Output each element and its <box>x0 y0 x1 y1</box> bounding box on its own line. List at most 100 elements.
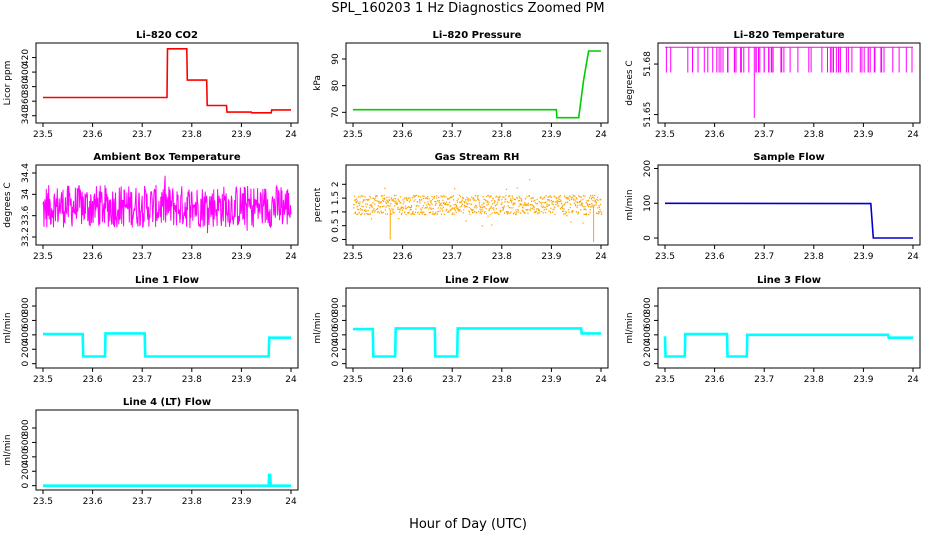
y-axis-label: ml/min <box>3 434 13 465</box>
x-tick-label: 23.9 <box>853 375 873 385</box>
x-tick-label: 23.5 <box>33 375 53 385</box>
x-tick-label: 24 <box>285 375 297 385</box>
y-tick-label: 600 <box>331 312 341 329</box>
x-tick-label: 24 <box>285 130 297 140</box>
y-tick-label: 2 <box>331 181 341 187</box>
x-tick-label: 24 <box>595 130 607 140</box>
chart-title: Li–820 Temperature <box>733 30 844 41</box>
x-tick-label: 23.6 <box>705 130 725 140</box>
x-tick-label: 23.9 <box>541 375 561 385</box>
plot-frame <box>345 42 609 124</box>
x-tick-label: 23.5 <box>655 252 675 262</box>
series-line <box>664 202 913 239</box>
chart-panel-10: Line 4 (LT) Flow ml/min 23.5 23.6 23.7 23.8 23… <box>3 397 299 507</box>
y-tick-label: 200 <box>21 340 31 357</box>
x-tick-label: 23.8 <box>492 375 512 385</box>
y-tick-label: 1 <box>331 209 341 215</box>
plot-frame <box>35 164 299 246</box>
x-tick-label: 23.5 <box>343 375 363 385</box>
x-tick-label: 23.6 <box>393 130 413 140</box>
x-tick-label: 23.9 <box>853 252 873 262</box>
y-axis-label: percent <box>313 187 323 222</box>
x-tick-label: 23.5 <box>33 130 53 140</box>
x-tick-label: 23.9 <box>231 252 251 262</box>
x-tick-label: 23.7 <box>442 130 462 140</box>
x-tick-label: 24 <box>285 252 297 262</box>
chart-title: Line 4 (LT) Flow <box>123 397 211 408</box>
plot-frame <box>35 42 299 124</box>
plot-frame <box>345 164 609 246</box>
x-tick-label: 23.8 <box>804 130 824 140</box>
y-tick-label: 340 <box>21 107 31 124</box>
x-tick-label: 23.7 <box>754 130 774 140</box>
y-tick-label: 0 <box>331 236 341 242</box>
x-tick-label: 24 <box>595 252 607 262</box>
y-tick-label: 34.4 <box>21 163 31 183</box>
y-tick-label: 360 <box>21 92 31 109</box>
y-tick-label: 800 <box>331 297 341 314</box>
plot-frame <box>657 287 921 369</box>
x-tick-label: 23.7 <box>132 375 152 385</box>
y-tick-label: 600 <box>643 312 653 329</box>
chart-title: Line 3 Flow <box>757 275 821 286</box>
x-tick-label: 23.6 <box>83 375 103 385</box>
x-tick-label: 23.8 <box>182 130 202 140</box>
x-tick-label: 23.9 <box>231 375 251 385</box>
series-line <box>665 46 913 73</box>
y-tick-label: 0 <box>643 361 653 367</box>
x-tick-label: 24 <box>907 252 919 262</box>
plot-frame <box>345 287 609 369</box>
chart-title: Ambient Box Temperature <box>93 152 240 163</box>
x-tick-label: 24 <box>285 497 297 507</box>
y-tick-label: 200 <box>643 340 653 357</box>
x-tick-label: 23.6 <box>393 375 413 385</box>
x-tick-label: 23.5 <box>655 375 675 385</box>
x-tick-label: 23.7 <box>442 252 462 262</box>
y-axis-label: ml/min <box>313 312 323 343</box>
chart-panel-3: Li–820 Temperature degrees C 23.5 23.6 23.7 2… <box>625 30 921 140</box>
y-tick-label: 400 <box>21 63 31 80</box>
x-tick-label: 23.7 <box>442 375 462 385</box>
chart-panel-2: Li–820 Pressure kPa 23.5 23.6 23.7 23.8 23.9 24… <box>313 30 609 140</box>
y-tick-label: 51.68 <box>643 51 653 77</box>
chart-panel-6: Sample Flow ml/min 23.5 23.6 23.7 23.8 23.9 24 0… <box>625 152 921 262</box>
x-tick-label: 23.8 <box>492 252 512 262</box>
y-tick-label: 400 <box>331 326 341 343</box>
chart-panel-8: Line 2 Flow ml/min 23.5 23.6 23.7 23.8 23.9 24 0… <box>313 275 609 385</box>
x-tick-label: 23.5 <box>343 130 363 140</box>
series-line <box>43 473 291 487</box>
x-tick-label: 23.5 <box>33 252 53 262</box>
x-tick-label: 23.7 <box>132 497 152 507</box>
y-tick-label: 70 <box>331 106 341 118</box>
y-axis-label: degrees C <box>625 60 635 105</box>
y-tick-label: 90 <box>331 53 341 65</box>
x-tick-label: 23.8 <box>804 252 824 262</box>
y-tick-label: 0 <box>643 235 653 241</box>
plot-frame <box>35 287 299 369</box>
y-tick-label: 800 <box>21 297 31 314</box>
y-tick-label: 600 <box>21 434 31 451</box>
y-tick-label: 33.2 <box>21 227 31 247</box>
chart-title: Line 1 Flow <box>135 275 199 286</box>
x-tick-label: 23.6 <box>705 252 725 262</box>
plot-frame <box>35 409 299 491</box>
y-tick-label: 51.65 <box>643 102 653 128</box>
x-tick-label: 23.7 <box>754 375 774 385</box>
figure-title: SPL_160203 1 Hz Diagnostics Zoomed PM <box>331 1 605 16</box>
chart-panel-1: Li–820 CO2 Licor ppm 23.5 23.6 23.7 23.8 23.9 2… <box>3 30 299 140</box>
y-tick-label: 400 <box>643 326 653 343</box>
chart-title: Line 2 Flow <box>445 275 509 286</box>
x-tick-label: 23.7 <box>132 130 152 140</box>
x-tick-label: 23.9 <box>231 497 251 507</box>
y-tick-label: 33.6 <box>21 205 31 225</box>
y-tick-label: 80 <box>331 80 341 92</box>
x-tick-label: 23.6 <box>83 130 103 140</box>
x-tick-label: 24 <box>907 375 919 385</box>
y-tick-label: 400 <box>21 448 31 465</box>
series-line <box>353 327 601 358</box>
x-tick-label: 23.9 <box>541 130 561 140</box>
chart-title: Li–820 Pressure <box>433 30 522 41</box>
y-tick-label: 0.5 <box>331 219 341 233</box>
